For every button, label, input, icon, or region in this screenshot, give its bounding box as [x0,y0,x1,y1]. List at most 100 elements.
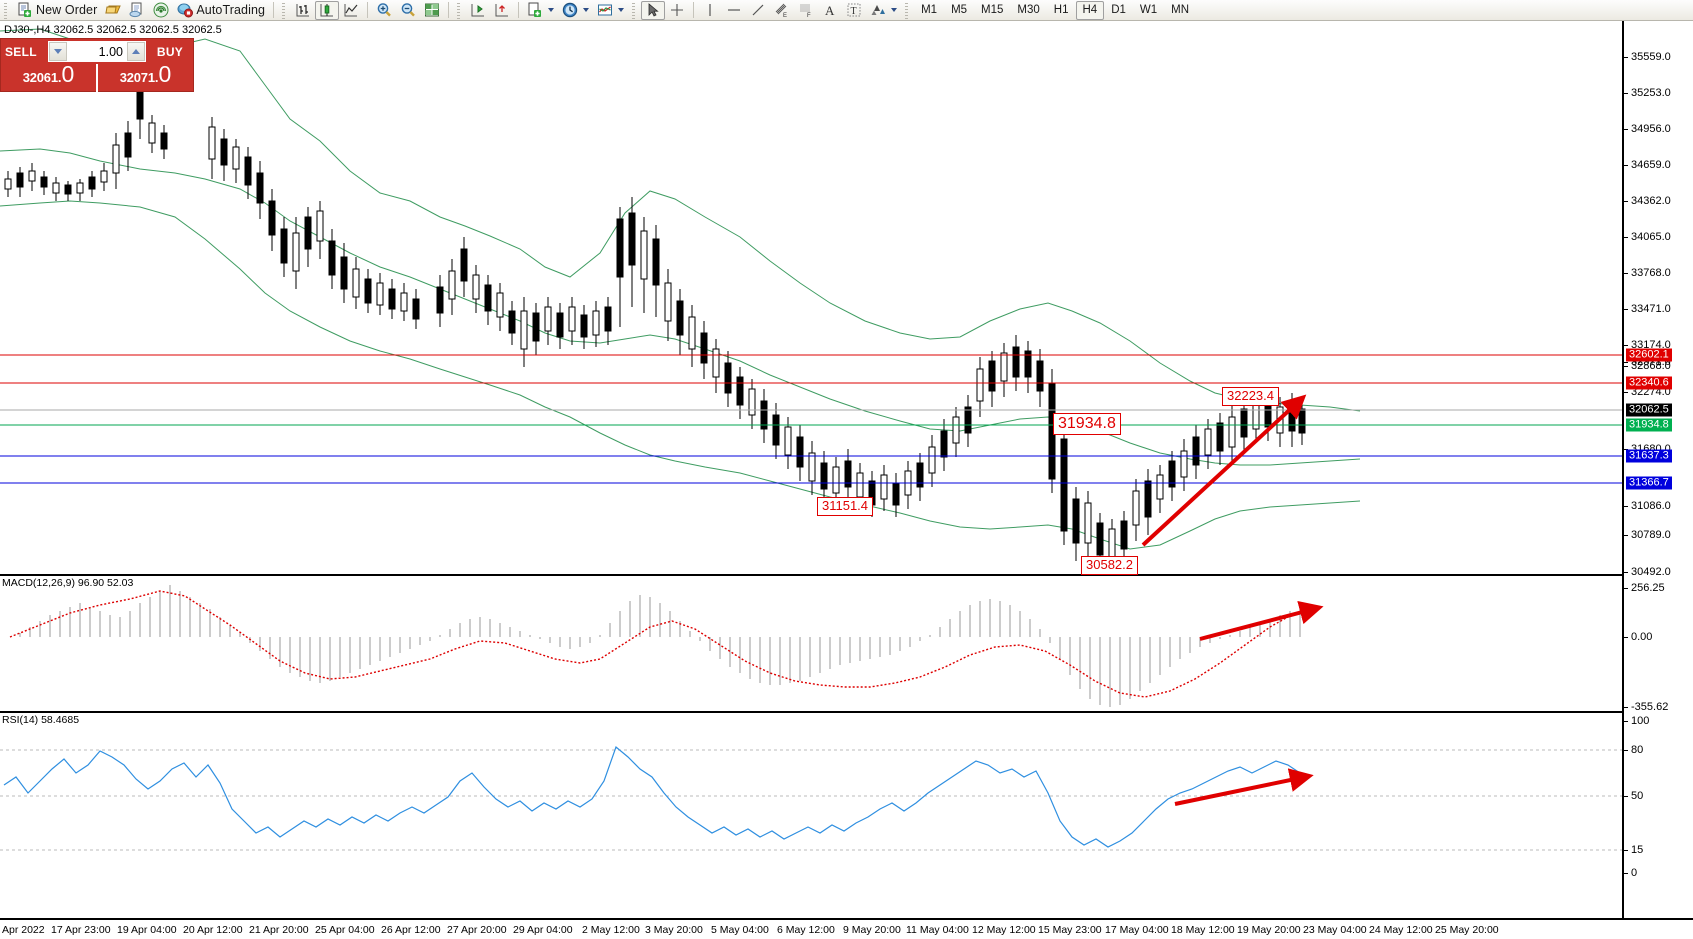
time-axis[interactable]: Apr 2022 17 Apr 23:00 19 Apr 04:00 20 Apr 1… [0,918,1693,939]
text-label-button[interactable]: T [842,1,866,20]
equidistant-channel-button[interactable]: E [770,1,794,20]
toolbar-separator-4 [518,2,520,18]
buy-button[interactable]: BUY [156,44,184,59]
time-axis-label: 20 Apr 12:00 [183,924,243,936]
line-chart-button[interactable] [339,1,363,20]
axis-tick [1624,850,1628,851]
axis-tick [1624,165,1628,166]
time-axis-label: 11 May 04:00 [906,924,969,936]
axis-tick [1624,796,1628,797]
cursor-button[interactable] [641,0,666,20]
vertical-line-button[interactable] [698,1,722,20]
templates-button[interactable] [523,1,558,20]
annotation-32223[interactable]: 32223.4 [1222,387,1279,406]
horizontal-line-button[interactable] [722,1,746,20]
indicators-button[interactable] [593,1,628,20]
price-axis-label: 34362.0 [1631,195,1671,207]
one-click-trading-panel[interactable]: SELL 1.00 BUY 32061 . 0 [0,38,194,92]
crosshair-button[interactable] [665,1,689,20]
axis-tick [1624,57,1628,58]
candlestick-chart-icon [319,2,335,18]
volume-value[interactable]: 1.00 [67,42,127,61]
timeframe-label: M1 [921,4,938,16]
timeframe-m30[interactable]: M30 [1010,1,1046,20]
rsi-axis-label: 80 [1631,744,1644,756]
auto-scroll-button[interactable] [490,1,514,20]
text-button[interactable]: A [818,1,842,20]
toolbar-grip-charts[interactable] [281,1,289,19]
trendline-button[interactable] [746,1,770,20]
chevron-down-icon-period[interactable] [583,8,590,12]
zoom-out-button[interactable] [396,1,420,20]
bar-chart-button[interactable] [291,1,315,20]
signals-button[interactable] [149,1,173,20]
period-icon [562,2,578,18]
print-preview-button[interactable] [125,1,149,20]
buy-price[interactable]: 32071 . 0 [98,63,193,92]
chart-container[interactable]: MACD(12,26,9) 96.90 52.03 RSI(14) 58.468… [0,21,1693,939]
price-tag-black[interactable]: 32062.5 [1626,403,1672,417]
text-icon: A [822,2,838,18]
timeframe-w1[interactable]: W1 [1133,1,1164,20]
folder-button[interactable] [101,1,125,20]
timeframe-d1[interactable]: D1 [1104,1,1133,20]
timeframe-m15[interactable]: M15 [974,1,1010,20]
price-tag-red[interactable]: 32340.6 [1626,376,1672,390]
time-axis-label: 21 Apr 20:00 [249,924,309,936]
chart-shift-button[interactable] [466,1,490,20]
chart-plot-area[interactable]: MACD(12,26,9) 96.90 52.03 RSI(14) 58.468… [0,21,1622,918]
price-axis[interactable]: 35559.0 35253.0 34956.0 34659.0 34362.0 34065… [1622,21,1693,918]
price-tag-blue[interactable]: 31637.3 [1626,449,1672,463]
macd-trend-arrow [1199,600,1324,641]
time-axis-label: 26 Apr 12:00 [381,924,441,936]
axis-tick [1624,750,1628,751]
price-tag-blue[interactable]: 31366.7 [1626,476,1672,490]
time-axis-label: 6 May 12:00 [777,924,835,936]
objects-button[interactable] [866,1,901,20]
timeframe-m5[interactable]: M5 [944,1,974,20]
timeframe-h1[interactable]: H1 [1047,1,1076,20]
timeframe-m1[interactable]: M1 [914,1,944,20]
chevron-down-icon-objects[interactable] [891,8,898,12]
new-order-button[interactable]: New Order [13,1,101,20]
volume-decrement-button[interactable] [49,42,67,61]
sell-button[interactable]: SELL [5,44,37,59]
annotation-31151[interactable]: 31151.4 [817,497,874,516]
timeframe-label: D1 [1111,4,1126,16]
axis-tick [1624,535,1628,536]
zoom-out-icon [400,2,416,18]
annotation-30582[interactable]: 30582.2 [1081,556,1138,575]
price-tag-green[interactable]: 31934.8 [1626,418,1672,432]
fibonacci-icon: F [798,2,814,18]
toolbar-grip-shift[interactable] [456,1,464,19]
signals-icon [153,2,169,18]
annotation-31934[interactable]: 31934.8 [1053,413,1121,436]
templates-icon [527,2,543,18]
volume-stepper[interactable]: 1.00 [48,41,146,62]
volume-increment-button[interactable] [127,42,145,61]
candlestick-chart-button[interactable] [315,0,340,20]
chevron-down-icon[interactable] [548,8,555,12]
toolbar-grip[interactable] [3,1,10,19]
line-chart-icon [343,2,359,18]
toolbar-grip-timeframes[interactable] [904,1,912,19]
objects-icon [870,2,886,18]
chevron-down-icon-indicators[interactable] [618,8,625,12]
time-axis-label: 25 Apr 04:00 [315,924,375,936]
timeframe-mn[interactable]: MN [1164,1,1196,20]
rsi-pane-separator [0,711,1622,713]
timeframe-h4[interactable]: H4 [1075,0,1105,20]
axis-tick [1624,506,1628,507]
time-axis-label: 17 Apr 23:00 [51,924,111,936]
time-axis-label: 29 Apr 04:00 [513,924,573,936]
autotrading-button[interactable]: AutoTrading [173,1,269,20]
toolbar-grip-tools[interactable] [631,1,639,19]
sell-price[interactable]: 32061 . 0 [1,63,96,92]
fibonacci-button[interactable]: F [794,1,818,20]
data-window-button[interactable] [420,1,444,20]
period-button[interactable] [558,1,593,20]
crosshair-icon [669,2,685,18]
timeframe-label: W1 [1139,4,1158,16]
price-tag-red[interactable]: 32602.1 [1626,348,1672,362]
zoom-in-button[interactable] [372,1,396,20]
